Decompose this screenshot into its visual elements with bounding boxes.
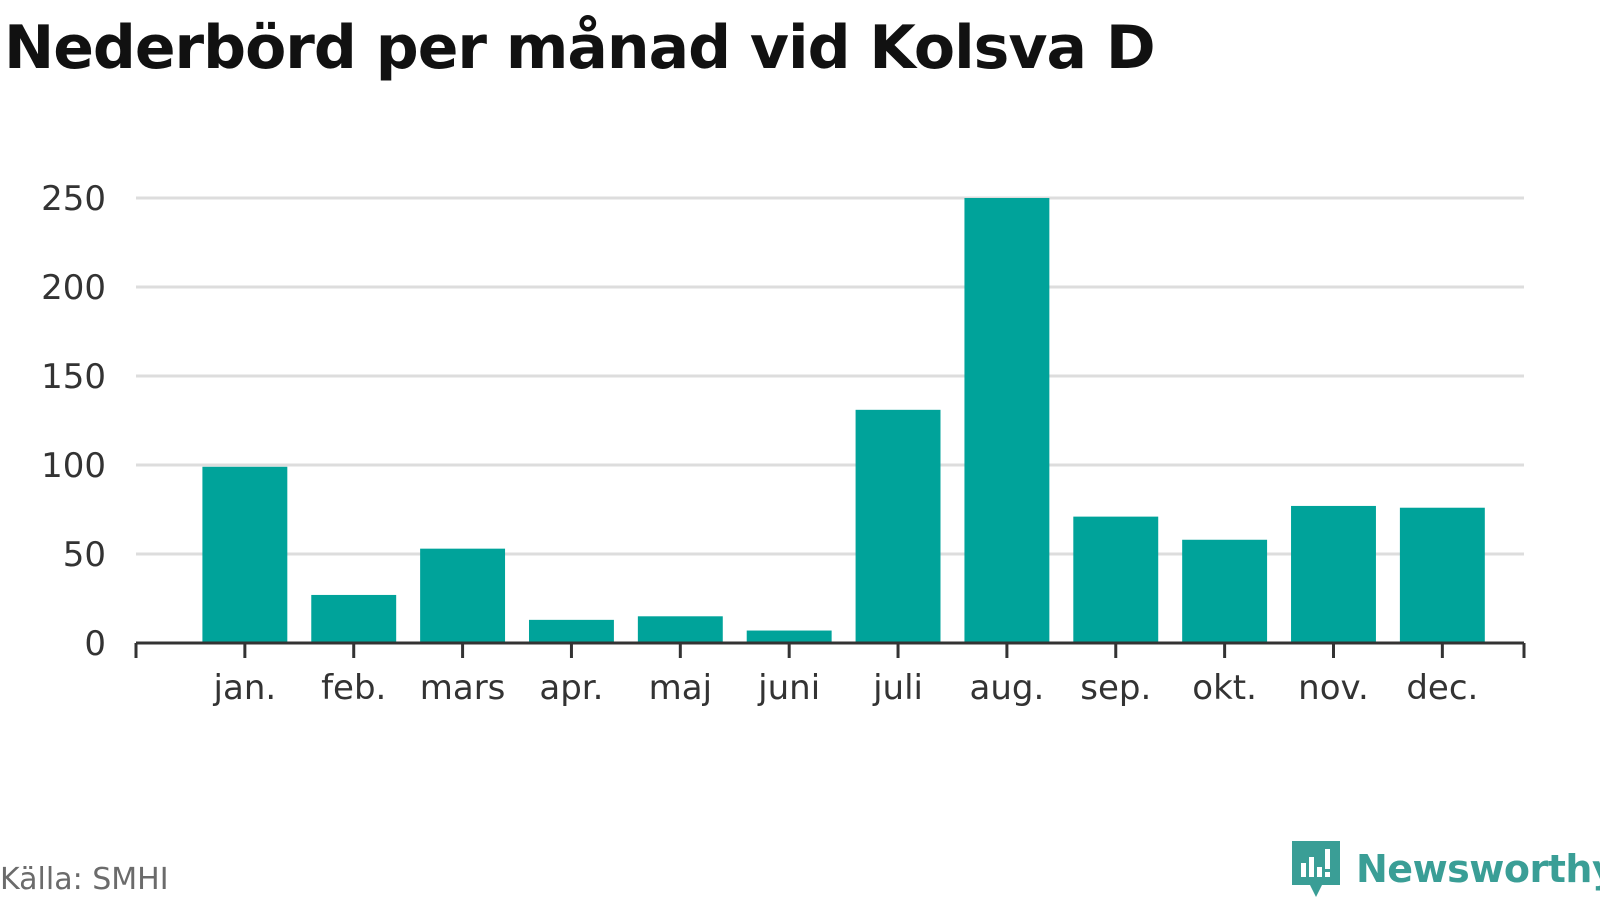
x-tick-label: mars: [420, 668, 506, 708]
y-tick-label: 200: [41, 268, 106, 308]
x-tick-label: jan.: [213, 668, 277, 708]
x-tick-label: sep.: [1080, 668, 1151, 708]
y-tick-label: 100: [41, 446, 106, 486]
bar: [746, 630, 832, 643]
chart-title: Nederbörd per månad vid Kolsva D: [4, 13, 1156, 83]
bars: [202, 198, 1485, 643]
bar: [1399, 507, 1485, 643]
bar: [420, 548, 506, 643]
newsworthy-logo-icon: [1292, 841, 1340, 897]
x-tick-label: dec.: [1406, 668, 1478, 708]
x-tick-label: aug.: [970, 668, 1045, 708]
x-tick-label: juli: [872, 668, 923, 708]
y-tick-label: 150: [41, 357, 106, 397]
y-axis: 0 50 100 150 200 250: [41, 179, 106, 664]
x-tick-label: juni: [757, 668, 820, 708]
bar: [202, 466, 288, 643]
y-tick-label: 250: [41, 179, 106, 219]
bar: [1182, 539, 1268, 643]
brand-logo: Newsworthy: [1290, 838, 1600, 900]
bar: [964, 198, 1050, 643]
bar: [855, 409, 941, 643]
y-tick-label: 0: [84, 624, 106, 664]
x-tick-label: apr.: [539, 668, 603, 708]
x-tick-label: okt.: [1192, 668, 1257, 708]
gridlines: [136, 196, 1524, 556]
bar: [311, 594, 397, 643]
x-axis: jan. feb. mars apr. maj juni juli aug. sep. okt. n…: [134, 641, 1526, 708]
x-tick-label: nov.: [1298, 668, 1369, 708]
source-note: Källa: SMHI: [0, 862, 169, 897]
x-tick-label: maj: [649, 668, 712, 708]
bar: [1073, 516, 1159, 643]
y-tick-label: 50: [63, 535, 106, 575]
bar: [637, 616, 723, 643]
x-tick-label: feb.: [321, 668, 386, 708]
bar: [528, 619, 614, 643]
brand-name: Newsworthy: [1356, 847, 1600, 891]
bar: [1291, 505, 1376, 643]
